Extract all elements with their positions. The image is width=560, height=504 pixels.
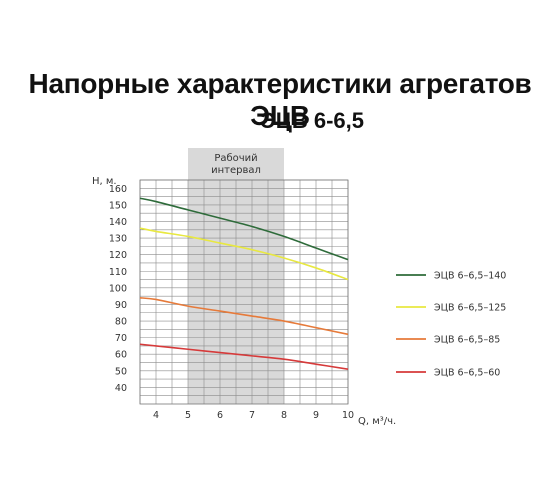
x-tick-label: 10: [342, 410, 354, 421]
y-tick-label: 160: [109, 184, 127, 195]
x-tick-label: 8: [281, 410, 287, 421]
y-tick-label: 110: [109, 267, 127, 278]
x-tick-label: 4: [153, 410, 159, 421]
working-interval-label-line2: интервал: [211, 165, 261, 176]
y-tick-label: 50: [115, 366, 127, 377]
grid: [139, 179, 349, 405]
y-tick-label: 80: [115, 317, 127, 328]
legend-label: ЭЦВ 6–6,5–60: [434, 368, 500, 379]
y-axis-label: Н, м.: [92, 176, 117, 187]
y-axis-ticks: 40 50 60 70 80 90 100 110 120 130 140 150 160: [109, 184, 127, 394]
page-subtitle: ЭЦВ 6-6,5: [260, 108, 364, 133]
series-line: [139, 343, 349, 370]
y-tick-label: 120: [109, 250, 127, 261]
x-axis-ticks: 4 5 6 7 8 9 10: [153, 410, 354, 421]
series-line: [139, 297, 349, 336]
y-tick-label: 90: [115, 300, 127, 311]
y-tick-label: 60: [115, 350, 127, 361]
working-interval-label-line1: Рабочий: [214, 153, 257, 164]
legend-label: ЭЦВ 6–6,5–85: [434, 335, 500, 346]
y-tick-label: 150: [109, 200, 127, 211]
x-tick-label: 5: [185, 410, 191, 421]
y-tick-label: 100: [109, 283, 127, 294]
series-lines: [139, 197, 349, 370]
plot-frame: [139, 179, 349, 405]
legend: ЭЦВ 6–6,5–140 ЭЦВ 6–6,5–125 ЭЦВ 6–6,5–85 ЭЦ…: [396, 271, 506, 379]
x-axis-label: Q, м³/ч.: [358, 416, 396, 427]
y-tick-label: 130: [109, 234, 127, 245]
legend-label: ЭЦВ 6–6,5–125: [434, 303, 506, 314]
series-line: [139, 197, 349, 261]
y-tick-label: 70: [115, 333, 127, 344]
legend-label: ЭЦВ 6–6,5–140: [434, 271, 506, 282]
x-tick-label: 7: [249, 410, 255, 421]
series-line: [139, 227, 349, 281]
y-tick-label: 140: [109, 217, 127, 228]
x-tick-label: 9: [313, 410, 319, 421]
x-tick-label: 6: [217, 410, 223, 421]
y-tick-label: 40: [115, 383, 127, 394]
page-title: Напорные характеристики агрегатов ЭЦВ: [28, 68, 532, 131]
